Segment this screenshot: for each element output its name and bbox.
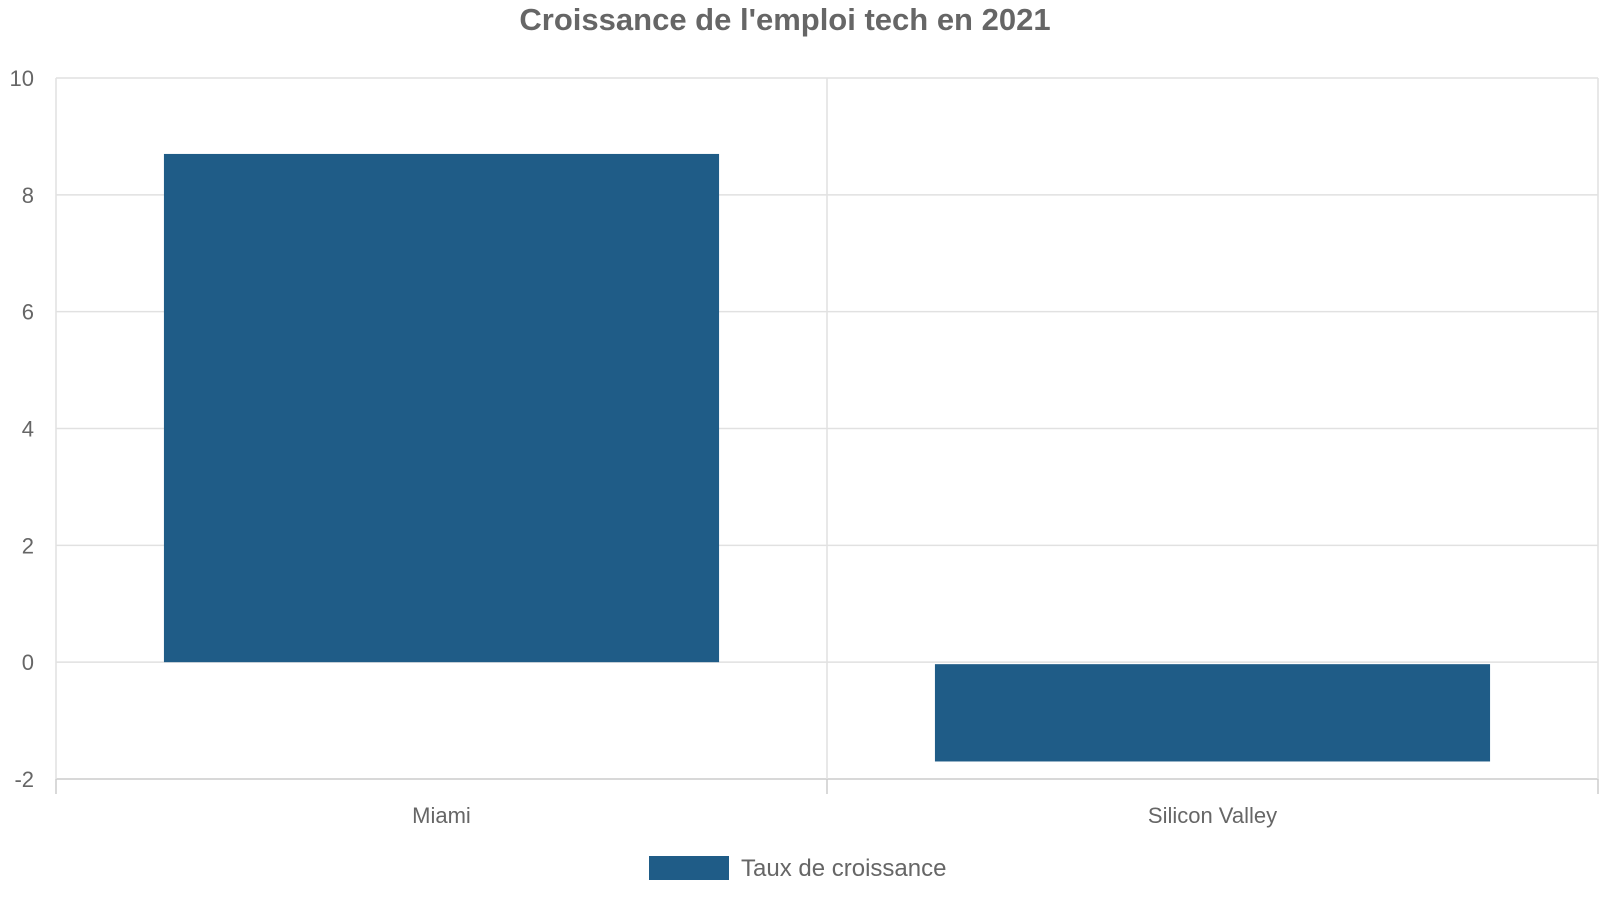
y-tick-label: 10 bbox=[10, 66, 34, 91]
y-tick-label: 6 bbox=[22, 300, 34, 325]
y-tick-label: 0 bbox=[22, 650, 34, 675]
bar-silicon-valley[interactable] bbox=[934, 664, 1491, 762]
x-axis-ticks: Miami Silicon Valley bbox=[412, 803, 1277, 828]
y-tick-label: 4 bbox=[22, 417, 34, 442]
bars bbox=[163, 153, 1491, 762]
y-axis-ticks: -2 0 2 4 6 8 10 bbox=[10, 66, 34, 792]
y-tick-label: 8 bbox=[22, 183, 34, 208]
legend[interactable]: Taux de croissance bbox=[649, 855, 946, 882]
legend-label[interactable]: Taux de croissance bbox=[741, 855, 946, 882]
bar-miami[interactable] bbox=[163, 153, 720, 663]
chart-title: Croissance de l'emploi tech en 2021 bbox=[519, 2, 1050, 37]
y-tick-label: -2 bbox=[14, 767, 34, 792]
y-tick-label: 2 bbox=[22, 533, 34, 558]
x-tick-label: Miami bbox=[412, 803, 471, 828]
legend-swatch[interactable] bbox=[649, 856, 729, 880]
x-tick-label: Silicon Valley bbox=[1148, 803, 1277, 828]
